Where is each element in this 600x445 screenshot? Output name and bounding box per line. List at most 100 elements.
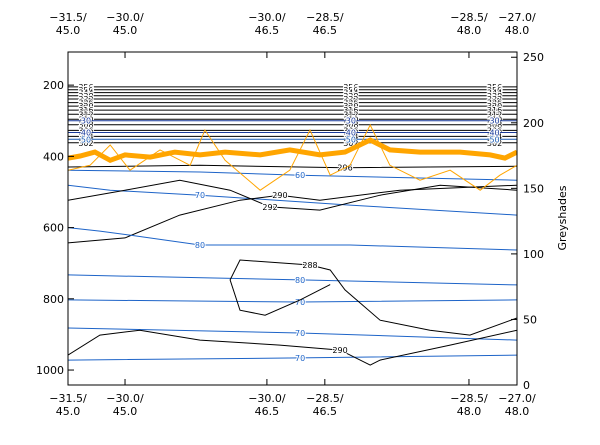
contour-label: 30 [346, 117, 356, 126]
x-tick-label: −28.5/46.5 [306, 392, 344, 418]
contour-label: 344 [343, 89, 358, 98]
contour-label: 320 [78, 102, 93, 111]
x-tick-label-top: −31.5/45.0 [49, 11, 87, 37]
y2-tick-label: 250 [523, 51, 544, 64]
contour-label: 70 [295, 298, 305, 307]
contour-label: 338 [487, 92, 502, 101]
x-tick-label: −30.0/45.0 [106, 392, 144, 418]
contour-label: 40 [81, 128, 91, 137]
contour-label: 320 [343, 102, 358, 111]
contour-label: 350 [78, 86, 93, 95]
contour-label: 312 [78, 110, 93, 119]
contour-label: 80 [295, 276, 305, 285]
x-tick-label-top: −28.5/48.0 [450, 11, 488, 37]
y-tick-label: 600 [43, 222, 64, 235]
contour-label: 350 [487, 86, 502, 95]
contour-label: 312 [343, 110, 358, 119]
contour-label: 80 [195, 241, 205, 250]
x-tick-label-top: −30.0/45.0 [106, 11, 144, 37]
contour-line [68, 227, 517, 251]
contour-label: 60 [295, 171, 305, 180]
contour-label: 356 [343, 83, 358, 92]
contour-label: 326 [343, 99, 358, 108]
contour-label: 288 [302, 261, 317, 270]
contour-label: 310 [487, 115, 502, 124]
contour-line [68, 169, 517, 181]
contour-line [68, 327, 517, 341]
y-tick-label: 200 [43, 79, 64, 92]
contour-label: 338 [343, 92, 358, 101]
contour-label: 320 [487, 102, 502, 111]
y2-tick-label: 200 [523, 117, 544, 130]
contour-label: 70 [295, 354, 305, 363]
contour-label: 316 [78, 106, 93, 115]
y2-tick-label: 0 [523, 379, 530, 392]
contour-label: 40 [489, 128, 499, 137]
y2-tick-label: 50 [523, 313, 537, 326]
contour-label: 316 [343, 106, 358, 115]
contour-label: 326 [78, 99, 93, 108]
contour-label: 316 [487, 106, 502, 115]
plot-frame [67, 51, 518, 386]
contour-label: 308 [78, 121, 93, 130]
contour-label: 70 [295, 329, 305, 338]
contour-label: 326 [487, 99, 502, 108]
contour-label: 306 [343, 126, 358, 135]
x-tick-label: −27.0/48.0 [498, 392, 536, 418]
x-tick-label-top: −30.0/46.5 [248, 11, 286, 37]
contour-label: 290 [332, 346, 347, 355]
contour-label: 332 [78, 95, 93, 104]
contour-label: 310 [78, 115, 93, 124]
contour-line [229, 259, 517, 336]
contour-label: 50 [346, 135, 356, 144]
contour-line [68, 137, 517, 164]
contour-label: 40 [346, 128, 356, 137]
y-tick-label: 1000 [36, 364, 64, 377]
contour-label: 332 [487, 95, 502, 104]
contour-label: 344 [78, 89, 93, 98]
contour-label: 304 [78, 132, 93, 141]
contour-label: 344 [487, 89, 502, 98]
contour-label: 350 [343, 86, 358, 95]
contour-label: 50 [81, 135, 91, 144]
contour-label: 356 [487, 83, 502, 92]
contour-line [68, 179, 517, 211]
contour-line [68, 184, 517, 216]
x-tick-label-top: −28.5/46.5 [306, 11, 344, 37]
contour-label: 30 [489, 117, 499, 126]
y-tick-label: 800 [43, 293, 64, 306]
contour-label: 304 [487, 132, 502, 141]
contour-line [68, 184, 517, 244]
contour-line [68, 274, 517, 286]
contour-label: 302 [78, 139, 93, 148]
x-tick-label: −28.5/48.0 [450, 392, 488, 418]
contour-label: 70 [195, 191, 205, 200]
contour-line [68, 329, 517, 366]
contour-label: 306 [487, 126, 502, 135]
contour-line [68, 299, 517, 303]
contour-label: 302 [343, 139, 358, 148]
y-tick-label: 400 [43, 150, 64, 163]
contour-label: 308 [487, 121, 502, 130]
contour-line [68, 354, 517, 361]
contour-label: 306 [78, 126, 93, 135]
contour-label: 30 [81, 117, 91, 126]
contour-label: 356 [78, 83, 93, 92]
contour-label: 50 [489, 135, 499, 144]
contour-label: 308 [343, 121, 358, 130]
contour-label: 302 [487, 139, 502, 148]
y2-axis-label: Greyshades [556, 185, 569, 250]
contour-label: 332 [343, 95, 358, 104]
contour-label: 292 [262, 203, 277, 212]
contour-label: 310 [343, 115, 358, 124]
y2-tick-label: 150 [523, 182, 544, 195]
x-tick-label-top: −27.0/48.0 [498, 11, 536, 37]
contour-line [68, 164, 517, 169]
contour-label: 290 [272, 191, 287, 200]
contour-label: 304 [343, 132, 358, 141]
x-tick-label: −31.5/45.0 [49, 392, 87, 418]
y2-tick-label: 100 [523, 248, 544, 261]
